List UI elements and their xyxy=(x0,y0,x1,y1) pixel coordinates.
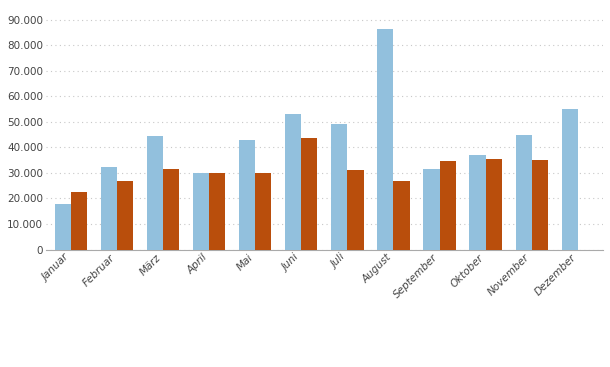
Bar xyxy=(301,138,317,250)
Bar xyxy=(147,136,163,250)
Bar xyxy=(331,124,348,250)
Bar xyxy=(515,135,532,250)
Bar xyxy=(378,29,393,250)
Bar xyxy=(562,109,578,250)
Bar xyxy=(393,181,409,250)
Bar xyxy=(117,181,133,250)
Bar xyxy=(285,114,301,250)
Bar xyxy=(55,204,71,250)
Bar xyxy=(532,160,548,250)
Bar xyxy=(486,159,501,250)
Bar xyxy=(470,155,486,250)
Bar xyxy=(193,173,209,250)
Bar xyxy=(101,167,117,250)
Bar xyxy=(239,140,256,250)
Bar xyxy=(256,173,271,250)
Bar xyxy=(440,161,456,250)
Bar xyxy=(163,169,179,250)
Bar xyxy=(71,192,87,250)
Bar xyxy=(209,173,225,250)
Bar xyxy=(348,170,364,250)
Bar xyxy=(423,169,440,250)
